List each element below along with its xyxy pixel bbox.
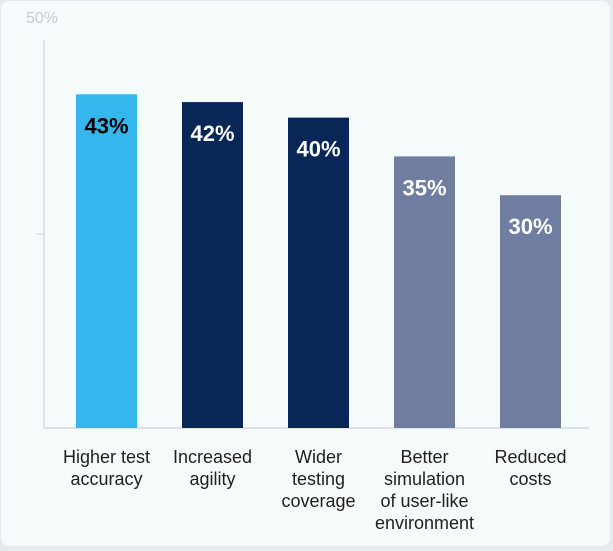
y-tick-label: 50%: [26, 10, 58, 27]
x-tick-label-line: of user-like: [380, 491, 469, 511]
x-tick-label-line: accuracy: [70, 469, 143, 489]
x-tick-label: Wider testing coverage: [254, 446, 384, 512]
x-tick-label-line: Higher test: [62, 447, 151, 467]
data-label: 35%: [402, 175, 446, 200]
x-tick-label-line: simulation: [383, 469, 466, 489]
x-tick-label-line: testing: [291, 469, 346, 489]
x-tick-label: Higher test accuracy: [42, 446, 172, 490]
data-label: 43%: [84, 113, 128, 138]
x-tick-label-line: Better: [400, 447, 449, 467]
x-tick-label-line: Reduced: [494, 447, 567, 467]
x-tick-label: Better simulation of user-like environment: [360, 446, 490, 534]
x-tick-label-line: Wider: [294, 447, 342, 467]
x-tick-label: Reduced costs: [466, 446, 596, 490]
x-tick-label-line: Increased: [172, 447, 253, 467]
bar: [182, 102, 243, 428]
x-tick-label-line: costs: [509, 469, 552, 489]
x-tick-label-line: environment: [374, 513, 475, 533]
bar: [394, 156, 455, 428]
data-label: 40%: [296, 137, 340, 162]
x-tick-label-line: coverage: [281, 491, 356, 511]
bar: [500, 195, 561, 428]
bar: [76, 94, 137, 428]
data-label: 30%: [508, 214, 552, 239]
x-tick-label: Increased agility: [148, 446, 278, 490]
bar: [288, 117, 349, 428]
data-label: 42%: [190, 121, 234, 146]
x-tick-label-line: agility: [189, 469, 236, 489]
